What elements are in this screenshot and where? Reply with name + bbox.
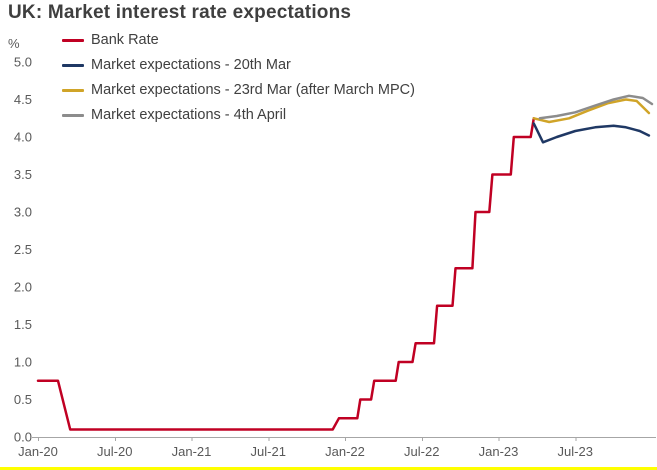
legend-label: Market expectations - 23rd Mar (after Ma…: [91, 82, 415, 98]
chart-title: UK: Market interest rate expectations: [8, 2, 352, 23]
y-axis-unit-label: %: [8, 36, 20, 51]
legend-label: Bank Rate: [91, 32, 159, 48]
x-tick-label: Jan-20: [18, 444, 58, 459]
x-tick-label: Jul-22: [404, 444, 439, 459]
y-tick-label: 0.5: [14, 392, 32, 407]
series-line-0: [36, 117, 536, 431]
legend-item-expectations-23rd-mar: Market expectations - 23rd Mar (after Ma…: [62, 82, 415, 98]
x-tick-label: Jan-23: [479, 444, 519, 459]
legend-item-bank-rate: Bank Rate: [62, 32, 415, 48]
x-tick-label: Jan-21: [172, 444, 212, 459]
y-tick-label: 1.5: [14, 317, 32, 332]
series-line-3: [538, 94, 654, 120]
expectations-4th-april-line-swatch: [62, 113, 84, 117]
expectations-20th-mar-line-swatch: [62, 63, 84, 67]
legend-item-expectations-4th-april: Market expectations - 4th April: [62, 107, 415, 123]
series-line-2: [532, 98, 651, 124]
x-tick-label: Jul-23: [558, 444, 593, 459]
y-tick-label: 4.0: [14, 130, 32, 145]
x-tick-label: Jan-22: [325, 444, 365, 459]
bottom-accent-bar: [0, 467, 657, 470]
y-tick-label: 1.0: [14, 355, 32, 370]
y-tick-label: 5.0: [14, 55, 32, 70]
legend-label: Market expectations - 4th April: [91, 107, 287, 123]
y-tick-label: 0.0: [14, 430, 32, 445]
chart-legend: Bank Rate Market expectations - 20th Mar…: [62, 32, 415, 123]
y-tick-label: 4.5: [14, 92, 32, 107]
legend-item-expectations-20th-mar: Market expectations - 20th Mar: [62, 57, 415, 73]
y-tick-label: 2.5: [14, 242, 32, 257]
y-tick-label: 3.0: [14, 205, 32, 220]
legend-label: Market expectations - 20th Mar: [91, 57, 291, 73]
y-tick-label: 3.5: [14, 167, 32, 182]
series-line-1: [532, 122, 651, 144]
y-tick-label: 2.0: [14, 280, 32, 295]
x-tick-label: Jul-21: [251, 444, 286, 459]
x-tick-label: Jul-20: [97, 444, 132, 459]
expectations-23rd-mar-line-swatch: [62, 88, 84, 92]
bank-rate-line-swatch: [62, 38, 84, 42]
